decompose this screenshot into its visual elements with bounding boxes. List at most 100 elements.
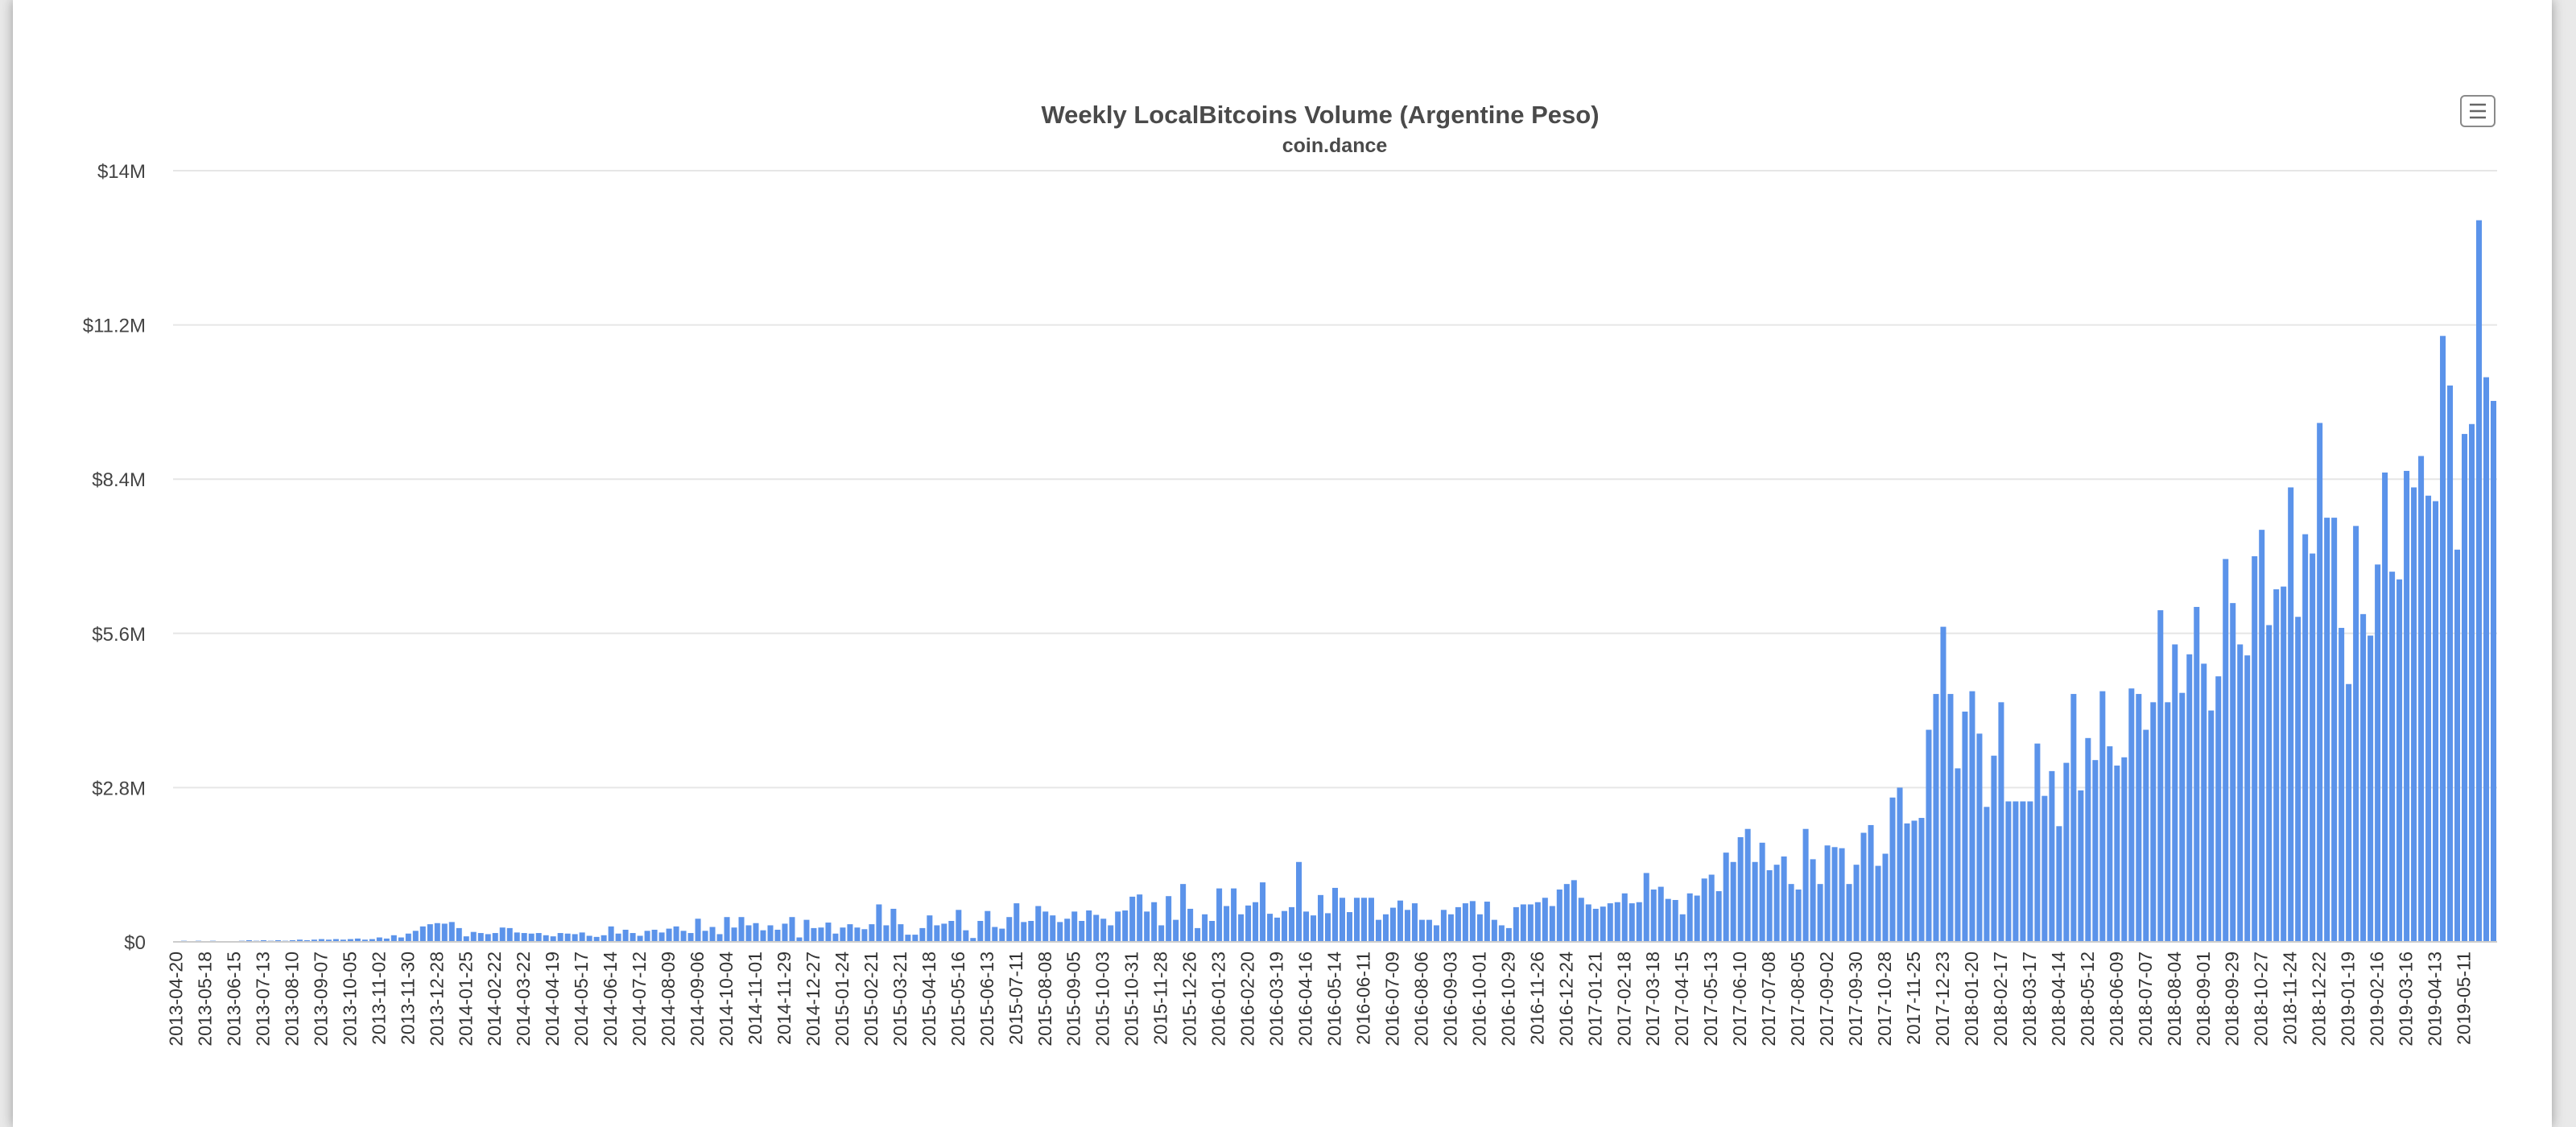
- bar: [1969, 691, 1975, 942]
- x-tick-label: 2018-09-29: [2222, 952, 2243, 1046]
- bar: [1346, 912, 1352, 942]
- bar: [840, 927, 846, 942]
- bar: [1224, 906, 1230, 942]
- bar: [898, 924, 904, 942]
- x-tick-label: 2013-04-20: [166, 952, 187, 1046]
- x-tick-label: 2018-08-04: [2164, 952, 2185, 1046]
- bar: [1527, 904, 1534, 942]
- bar: [289, 939, 295, 942]
- x-tick-label: 2017-10-28: [1874, 952, 1895, 1046]
- chart-subtitle: coin.dance: [1282, 134, 1388, 157]
- bar: [2136, 694, 2142, 942]
- x-tick-label: 2013-05-18: [194, 952, 215, 1046]
- bar: [2215, 676, 2222, 942]
- bar: [477, 933, 484, 942]
- x-tick-label: 2013-06-15: [223, 952, 244, 1046]
- x-tick-label: 2016-08-06: [1410, 952, 1431, 1046]
- bar: [1260, 882, 1266, 942]
- bar: [572, 934, 578, 942]
- bar: [644, 931, 650, 942]
- x-tick-label: 2016-02-20: [1237, 952, 1258, 1046]
- bar: [1505, 927, 1512, 942]
- bar: [1360, 898, 1367, 942]
- bar: [956, 910, 962, 942]
- bar: [2310, 553, 2316, 942]
- bar: [412, 931, 419, 942]
- x-tick-label: 2016-11-26: [1526, 952, 1547, 1045]
- bar: [919, 927, 926, 942]
- x-tick-label: 2015-10-31: [1121, 952, 1142, 1046]
- bar: [2447, 385, 2454, 942]
- bar: [1498, 925, 1505, 942]
- bar: [2128, 688, 2135, 942]
- x-tick-label: 2016-03-19: [1266, 952, 1287, 1046]
- bar: [1115, 911, 1121, 942]
- bar: [1723, 852, 1729, 942]
- bar: [1028, 921, 1034, 942]
- bar: [2273, 589, 2280, 942]
- bar: [1071, 911, 1078, 942]
- bar: [2295, 617, 2301, 942]
- bar: [2418, 456, 2425, 942]
- bar: [1151, 902, 1158, 942]
- bar: [2360, 613, 2367, 942]
- bar: [869, 924, 875, 942]
- x-tick-label: 2018-10-27: [2251, 952, 2272, 1046]
- x-tick-label: 2015-10-03: [1092, 952, 1113, 1046]
- bar: [246, 939, 252, 942]
- x-tick-label: 2017-05-13: [1700, 952, 1721, 1046]
- bar: [1752, 861, 1758, 942]
- bar: [1592, 908, 1599, 942]
- bar: [818, 927, 824, 942]
- bar: [738, 917, 745, 942]
- bar: [1108, 925, 1114, 942]
- bar: [2165, 702, 2171, 942]
- bar: [427, 924, 433, 942]
- x-tick-label: 2015-04-18: [919, 952, 939, 1046]
- bar: [890, 908, 897, 942]
- bar: [2469, 423, 2475, 942]
- x-tick-label: 2018-01-20: [1961, 952, 1982, 1046]
- x-tick-label: 2014-01-25: [455, 952, 476, 1046]
- bar: [1086, 910, 1092, 942]
- x-tick-label: 2013-09-07: [310, 952, 331, 1046]
- bar: [2172, 644, 2178, 942]
- x-tick-label: 2014-07-12: [629, 952, 650, 1046]
- bar: [1962, 711, 1968, 942]
- chart-menu-button[interactable]: [2460, 95, 2496, 127]
- bar: [1607, 903, 1613, 942]
- bar: [2324, 518, 2330, 942]
- bar: [550, 936, 556, 942]
- bar: [1839, 848, 1845, 942]
- bar: [332, 939, 339, 942]
- bar: [2005, 801, 2012, 942]
- bar: [2440, 336, 2446, 942]
- bar: [2288, 487, 2294, 942]
- bar: [2252, 556, 2258, 942]
- bar: [1715, 891, 1722, 942]
- bar: [1955, 768, 1961, 942]
- bar: [1035, 906, 1042, 942]
- bar: [2396, 579, 2403, 942]
- bar: [1563, 884, 1570, 942]
- bar: [2266, 625, 2273, 942]
- bar: [2382, 472, 2388, 942]
- bar: [832, 933, 839, 942]
- bar: [2302, 534, 2309, 942]
- bar: [543, 935, 549, 942]
- bar: [658, 932, 665, 942]
- x-tick-label: 2017-03-18: [1642, 952, 1663, 1046]
- x-tick-label: 2019-03-16: [2396, 952, 2417, 1046]
- bar: [492, 933, 498, 942]
- bar: [1875, 865, 1881, 942]
- bar: [2150, 702, 2157, 942]
- bar: [2411, 487, 2417, 942]
- bar: [1897, 787, 1903, 942]
- bar: [1846, 884, 1852, 942]
- bar: [1187, 908, 1194, 942]
- bar: [1600, 906, 1606, 942]
- bar: [1694, 895, 1700, 942]
- bar: [1940, 626, 1946, 942]
- bar: [485, 934, 491, 942]
- bar: [514, 932, 520, 942]
